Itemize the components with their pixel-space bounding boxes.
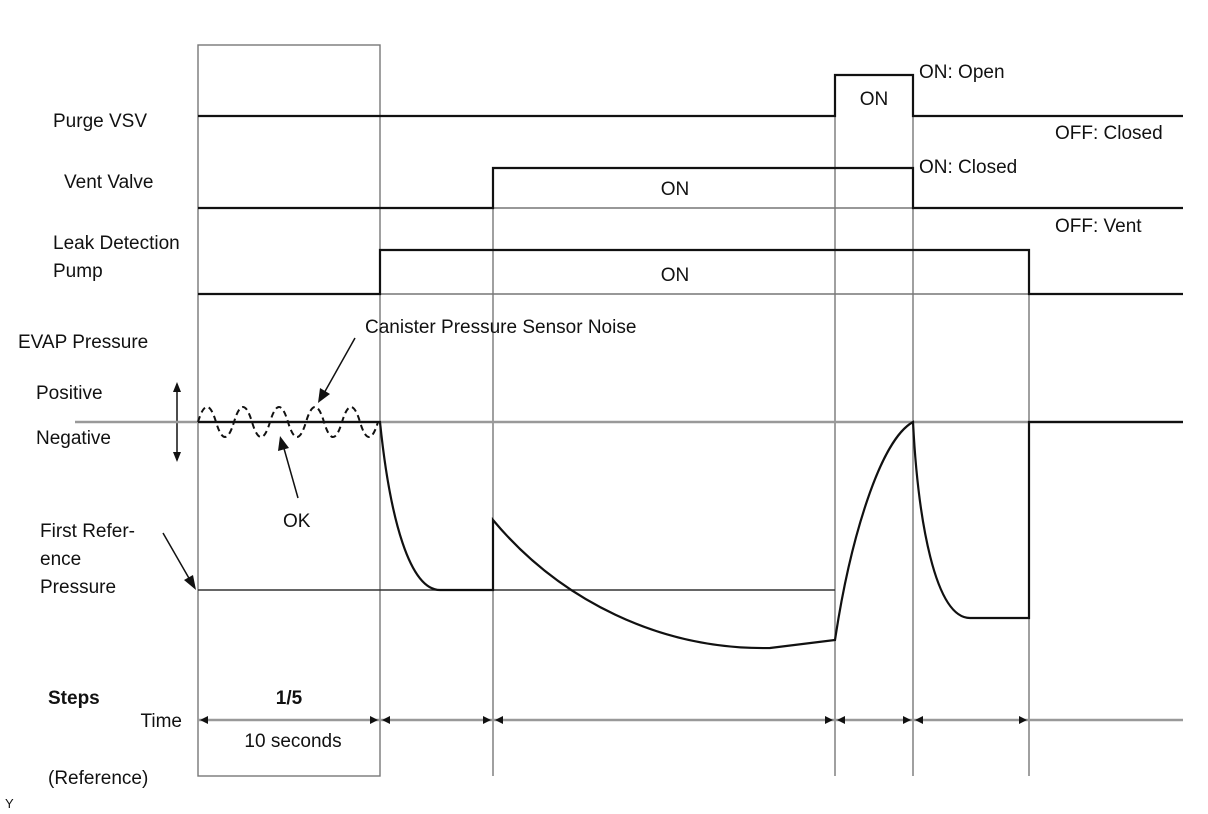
steps-label: Steps <box>48 688 100 709</box>
leak-pump-signal <box>198 248 1183 296</box>
corner-mark: Y <box>5 796 14 811</box>
evap-pressure-curve <box>198 420 1183 650</box>
leak-pump-label-1: Leak Detection <box>53 233 180 254</box>
first-ref-arrow <box>162 532 196 590</box>
leak-pump-label-2: Pump <box>53 261 103 282</box>
evap-pressure-label: EVAP Pressure <box>18 332 148 353</box>
noise-arrow <box>318 337 356 403</box>
duration-label: 10 seconds <box>244 731 341 752</box>
noise-label: Canister Pressure Sensor Noise <box>365 317 636 338</box>
time-axis-arrowheads <box>200 716 1027 724</box>
ok-arrow <box>278 436 299 499</box>
step-dividers <box>197 44 1030 777</box>
reference-label: (Reference) <box>48 768 148 789</box>
purge-vsv-on-label: ON <box>860 89 889 110</box>
first-ref-label-1: First Refer- <box>40 521 135 542</box>
purge-vsv-on-state: ON: Open <box>919 62 1005 83</box>
negative-label: Negative <box>36 428 111 449</box>
positive-label: Positive <box>36 383 103 404</box>
first-ref-label-3: Pressure <box>40 577 116 598</box>
time-label: Time <box>140 711 182 732</box>
step-value: 1/5 <box>276 688 303 709</box>
vent-valve-off-state: OFF: Vent <box>1055 216 1142 237</box>
vent-valve-on-state: ON: Closed <box>919 157 1017 178</box>
purge-vsv-label: Purge VSV <box>53 111 147 132</box>
leak-pump-on-label: ON <box>661 265 690 286</box>
step-1-box <box>197 44 381 777</box>
vent-valve-on-label: ON <box>661 179 690 200</box>
vent-valve-signal <box>198 166 1183 210</box>
purge-vsv-signal <box>198 73 1183 118</box>
vent-valve-label: Vent Valve <box>64 172 153 193</box>
purge-vsv-off-state: OFF: Closed <box>1055 123 1163 144</box>
ok-label: OK <box>283 511 311 532</box>
first-ref-label-2: ence <box>40 549 81 570</box>
